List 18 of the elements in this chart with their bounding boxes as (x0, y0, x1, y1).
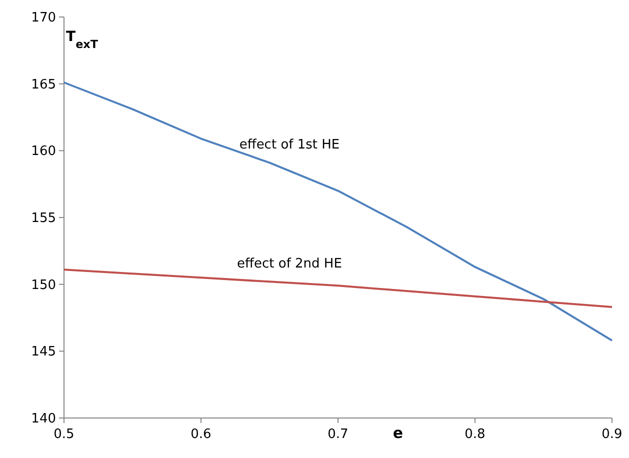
y-tick-label: 170 (31, 10, 56, 26)
y-tick-label: 155 (31, 211, 56, 226)
annotation: effect of 2nd HE (237, 256, 342, 272)
x-tick-label: 0.8 (464, 427, 486, 442)
y-tick-label: 140 (31, 412, 56, 427)
x-axis-title: e (392, 424, 404, 442)
y-tick-label: 160 (31, 144, 56, 160)
x-tick-label: 0.5 (54, 427, 74, 442)
line-series (63, 81, 613, 342)
annotation: effect of 1st HE (239, 138, 340, 153)
y-tick-label: 145 (31, 344, 56, 360)
x-tick-label: 0.7 (328, 427, 348, 442)
y-tick-label: 150 (31, 278, 56, 293)
line-series (63, 268, 613, 308)
x-tick-label: 0.6 (190, 427, 212, 442)
x-tick-label: 0.9 (602, 427, 622, 442)
y-axis-title: T$_{exT}$ (66, 29, 98, 50)
y-tick-label: 165 (31, 77, 56, 92)
